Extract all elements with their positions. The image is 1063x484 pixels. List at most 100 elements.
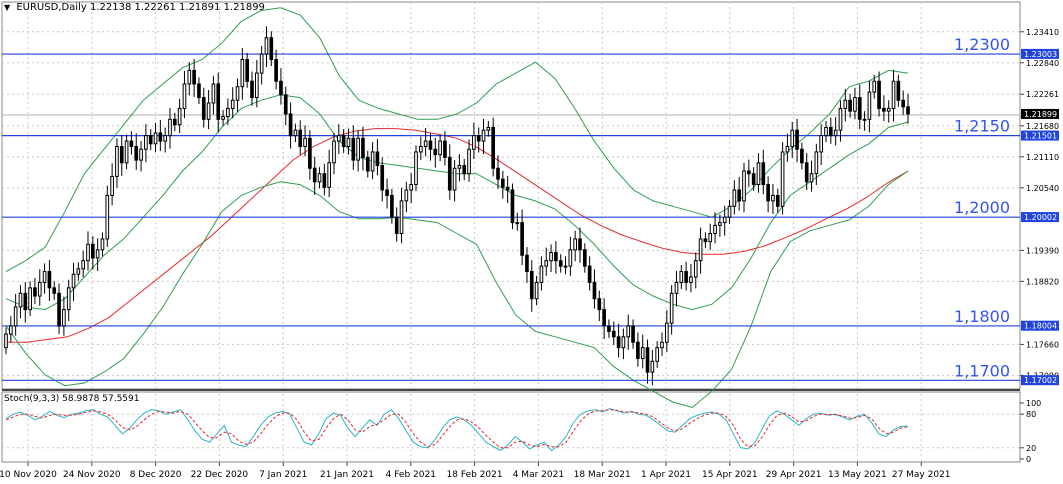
candle-body-bear: [587, 265, 592, 283]
candle-body-bear: [906, 106, 910, 115]
candle: [689, 263, 693, 293]
candle-body-bull: [809, 173, 814, 183]
candle: [814, 143, 819, 186]
candle-body-bear: [197, 83, 201, 99]
candle-body-bull: [240, 58, 245, 88]
candle-body-bull: [780, 151, 785, 207]
candle-body-bear: [684, 271, 688, 283]
candle: [838, 100, 843, 142]
candle-body-bear: [47, 271, 52, 289]
candle-body-bear: [322, 173, 327, 188]
candle-body-bull: [414, 151, 418, 186]
candle-body-bull: [124, 140, 129, 164]
candle: [259, 45, 264, 85]
candle-body-bear: [129, 140, 134, 147]
candle-body-bull: [660, 341, 664, 349]
candle-body-bull: [708, 232, 713, 243]
candle-body-bull: [317, 173, 322, 183]
candle-body-bear: [558, 260, 563, 267]
stoch-tick-label: 100: [1026, 399, 1041, 408]
candle: [23, 281, 28, 323]
candle: [862, 111, 867, 131]
candle: [742, 162, 746, 213]
stochastic-panel: 100 80 20 0: [2, 399, 1041, 464]
candle: [433, 137, 438, 168]
price-tag-label: 1.23003: [1024, 50, 1057, 59]
time-label: 27 May 2021: [892, 470, 951, 480]
price-tick-label: 1.18820: [1026, 277, 1059, 286]
candle-body-bull: [153, 132, 158, 145]
candle: [636, 332, 640, 367]
candle: [245, 52, 250, 88]
candle-body-bull: [438, 140, 442, 156]
candle-body-bear: [365, 156, 370, 172]
candle-body-bear: [250, 80, 254, 99]
candle-body-bull: [13, 306, 18, 327]
candle: [872, 74, 877, 99]
candle-body-bull: [370, 151, 375, 172]
candle: [592, 269, 597, 309]
candle: [867, 80, 872, 133]
candle-body-bear: [746, 170, 751, 175]
candle-body-bear: [312, 167, 317, 183]
candle: [679, 265, 684, 289]
stoch-frame: [1, 391, 1021, 463]
chart-header: ▼ EURUSD,Daily 1.22138 1.22261 1.21891 1…: [4, 2, 265, 13]
candle: [843, 88, 848, 122]
candle-body-bear: [795, 129, 799, 150]
time-label: 18 Feb 2021: [447, 470, 503, 480]
candle: [409, 173, 414, 204]
candle: [886, 100, 891, 123]
candle-body-bear: [491, 126, 496, 169]
candle: [76, 262, 81, 281]
candle-body-bull: [669, 292, 674, 324]
candle-body-bear: [500, 178, 505, 188]
candle: [587, 256, 592, 291]
candle: [293, 123, 298, 143]
price-tag-label: 1.21501: [1024, 132, 1057, 141]
candle: [684, 261, 688, 291]
candle: [283, 86, 288, 126]
price-tag: [1021, 320, 1059, 331]
price-tag: [1021, 48, 1059, 59]
candle: [390, 188, 394, 224]
candle: [505, 175, 510, 204]
candle: [800, 142, 804, 170]
bollinger-upper-line: [5, 7, 909, 273]
candle-body-bear: [901, 99, 906, 108]
candle-body-bull: [423, 140, 428, 147]
candle-body-bull: [872, 80, 877, 93]
candle-body-bull: [867, 91, 872, 120]
candle-body-bull: [71, 273, 76, 289]
candle: [708, 223, 713, 250]
candle: [197, 77, 201, 105]
candle: [549, 244, 553, 273]
level-label: 1,1700: [954, 361, 1010, 380]
candle-body-bull: [226, 107, 230, 118]
candle-body-bull: [115, 145, 119, 177]
candle-body-bull: [230, 99, 235, 109]
candle-body-bear: [703, 238, 708, 243]
candle: [4, 327, 8, 355]
bollinger-lower-line: [5, 170, 909, 409]
candle-body-bull: [76, 268, 81, 275]
time-label: 4 Feb 2021: [386, 470, 436, 480]
moving-average: [6, 128, 909, 343]
candle-body-bull: [404, 189, 409, 202]
candle-body-bear: [375, 151, 380, 167]
candle-body-bull: [689, 276, 693, 283]
candle-body-bull: [336, 135, 341, 142]
candle-body-bear: [283, 94, 288, 115]
candle: [18, 285, 23, 319]
candle: [828, 117, 833, 144]
candle-body-bull: [756, 162, 761, 186]
candle-body-bull: [168, 118, 172, 137]
candle-body-bull: [650, 360, 655, 373]
candle-body-bull: [732, 189, 737, 207]
stoch-signal-line: [5, 409, 909, 449]
candles: [4, 26, 910, 386]
candle-body-bull: [886, 107, 891, 112]
collapse-triangle-icon[interactable]: ▼: [4, 3, 11, 12]
candle-body-bear: [645, 347, 650, 373]
